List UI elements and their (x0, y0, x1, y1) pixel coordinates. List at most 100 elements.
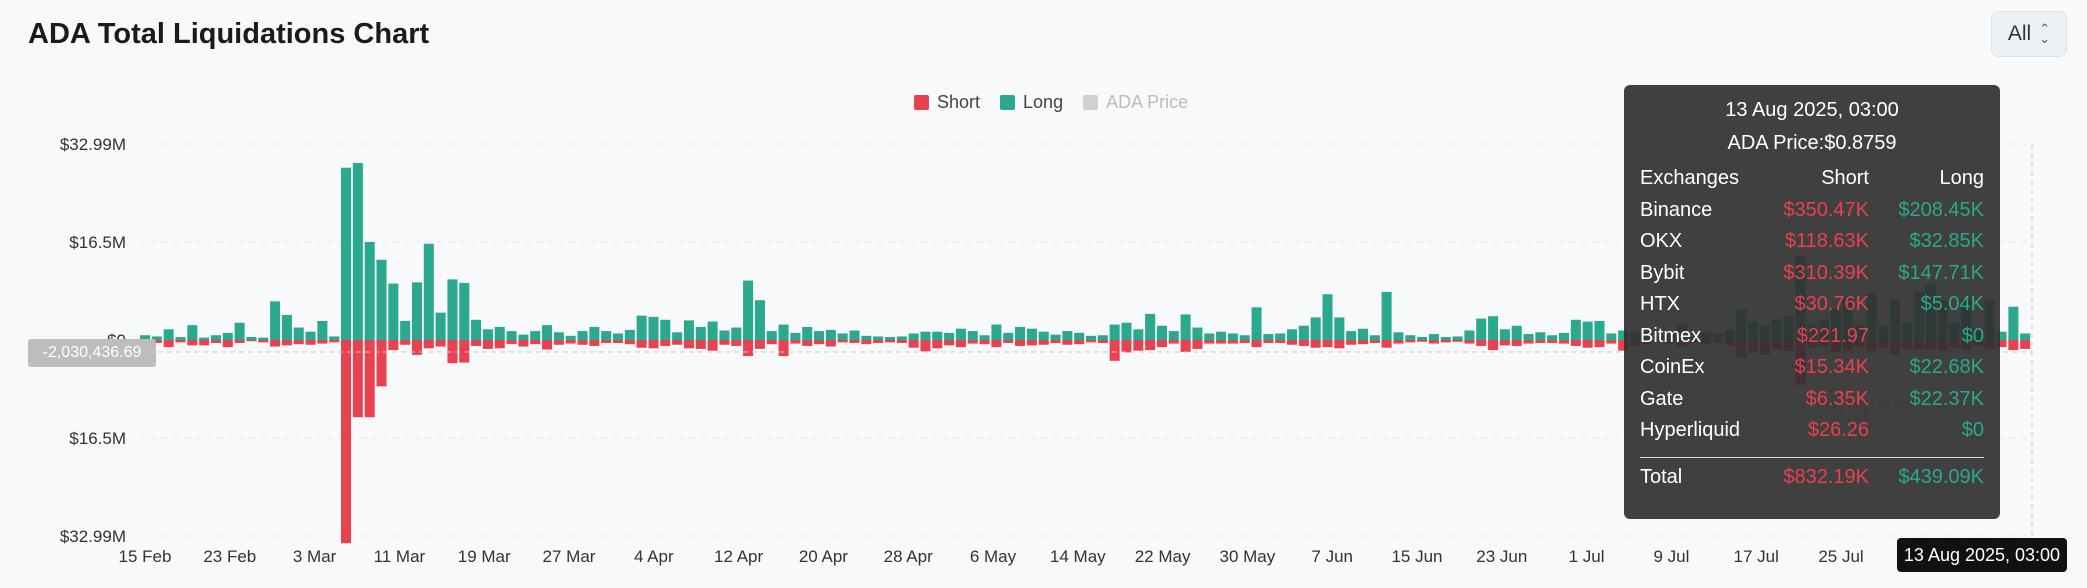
short-bar (2020, 340, 2031, 349)
short-bar (341, 340, 352, 544)
long-bar (814, 331, 825, 340)
long-bar (1393, 332, 1404, 340)
short-bar (743, 340, 754, 357)
long-bar (1499, 329, 1510, 340)
long-bar (1003, 332, 1014, 340)
short-bar (1086, 340, 1097, 343)
legend-item-long[interactable]: Long (1000, 92, 1063, 113)
tooltip-row: Gate $6.35K $22.37K (1640, 384, 1984, 416)
short-bar (1547, 340, 1558, 343)
long-bar (1417, 337, 1428, 340)
short-bar (293, 340, 304, 345)
short-bar (210, 340, 221, 343)
tooltip-short: $310.39K (1783, 261, 1869, 284)
short-bar (400, 340, 411, 345)
tooltip-total-label: Total (1640, 465, 1683, 488)
long-bar (1239, 335, 1250, 340)
long-bar (1996, 331, 2007, 340)
x-tick-label: 3 Mar (293, 547, 337, 566)
x-tick-label: 11 Mar (374, 547, 426, 566)
tooltip-row: OKX $118.63K $32.85K (1640, 226, 1984, 258)
long-bar (471, 319, 482, 340)
long-bar (1287, 329, 1298, 340)
tooltip-row: Hyperliquid $26.26 $0 (1640, 415, 1984, 447)
long-bar (1570, 319, 1581, 340)
long-bar (352, 162, 363, 340)
range-select[interactable]: All ⌃ ⌄ (1991, 11, 2067, 57)
tooltip-short: $15.34K (1794, 356, 1869, 379)
short-bar (199, 340, 210, 346)
long-bar (234, 322, 245, 340)
legend-item-ada-price[interactable]: ADA Price (1083, 92, 1188, 113)
long-bar (1086, 335, 1097, 340)
short-bar (1535, 340, 1546, 343)
legend-swatch-long (1000, 95, 1016, 110)
short-bar (388, 340, 399, 351)
short-bar (423, 340, 434, 349)
long-bar (932, 331, 943, 340)
long-bar (1074, 332, 1085, 340)
long-bar (1050, 334, 1061, 340)
tooltip-short: $221.97 (1796, 324, 1869, 347)
long-bar (482, 329, 493, 340)
short-bar (459, 340, 470, 363)
tooltip-total-row: Total $832.19K $439.09K (1640, 466, 1984, 489)
short-bar (1263, 340, 1274, 343)
long-bar (589, 326, 600, 340)
long-bar (1559, 332, 1570, 340)
short-bar (1062, 340, 1073, 345)
short-bar (802, 340, 813, 346)
tooltip-exchange: HTX (1640, 293, 1680, 316)
x-tick-label: 4 Apr (634, 547, 674, 566)
long-bar (1192, 327, 1203, 340)
long-bar (258, 337, 269, 340)
tooltip-header-row: Exchanges Short Long (1640, 163, 1984, 195)
long-bar (991, 324, 1002, 340)
long-bar (341, 167, 352, 340)
long-bar (1428, 334, 1439, 340)
short-bar (1594, 340, 1605, 348)
legend-label-ada-price: ADA Price (1106, 92, 1189, 112)
long-bar (151, 336, 162, 340)
short-bar (695, 340, 706, 349)
tooltip-exchange-table: Exchanges Short Long Binance $350.47K $208… (1640, 163, 1984, 447)
long-bar (187, 325, 198, 340)
short-bar (1298, 340, 1309, 346)
short-bar (1559, 340, 1570, 344)
tooltip-price-label: ADA Price: (1727, 132, 1825, 154)
short-bar (1606, 340, 1617, 344)
short-bar (967, 340, 978, 344)
long-bar (873, 336, 884, 340)
short-bar (979, 340, 990, 345)
y-tick-label: $32.99M (60, 135, 126, 154)
short-bar (258, 340, 269, 343)
long-bar (1594, 320, 1605, 340)
tooltip-long: $0 (1961, 324, 1984, 347)
tooltip-date: 13 Aug 2025, 03:00 (1725, 99, 1899, 121)
long-bar (1275, 333, 1286, 340)
short-bar (660, 340, 671, 346)
short-bar (1405, 340, 1416, 343)
long-bar (695, 326, 706, 340)
x-tick-label: 23 Feb (203, 547, 256, 566)
tooltip-exchange: Binance (1640, 198, 1713, 221)
long-bar (175, 337, 186, 340)
long-bar (2020, 333, 2031, 340)
legend-label-long: Long (1023, 92, 1064, 112)
long-bar (636, 315, 647, 340)
long-bar (1026, 328, 1037, 340)
short-bar (873, 340, 884, 343)
chart-legend: Short Long ADA Price (914, 92, 1188, 113)
long-bar (140, 335, 151, 340)
short-bar (1357, 340, 1368, 345)
short-bar (1192, 340, 1203, 349)
short-bar (518, 340, 529, 347)
short-bar (1452, 340, 1463, 342)
legend-label-short: Short (937, 92, 981, 112)
legend-item-short[interactable]: Short (914, 92, 980, 113)
chart-tooltip: 13 Aug 2025, 03:00 ADA Price:$0.8759 Exc… (1624, 85, 2000, 519)
long-bar (955, 328, 966, 340)
long-bar (163, 329, 174, 340)
legend-swatch-short (914, 95, 929, 110)
long-bar (1464, 330, 1475, 340)
